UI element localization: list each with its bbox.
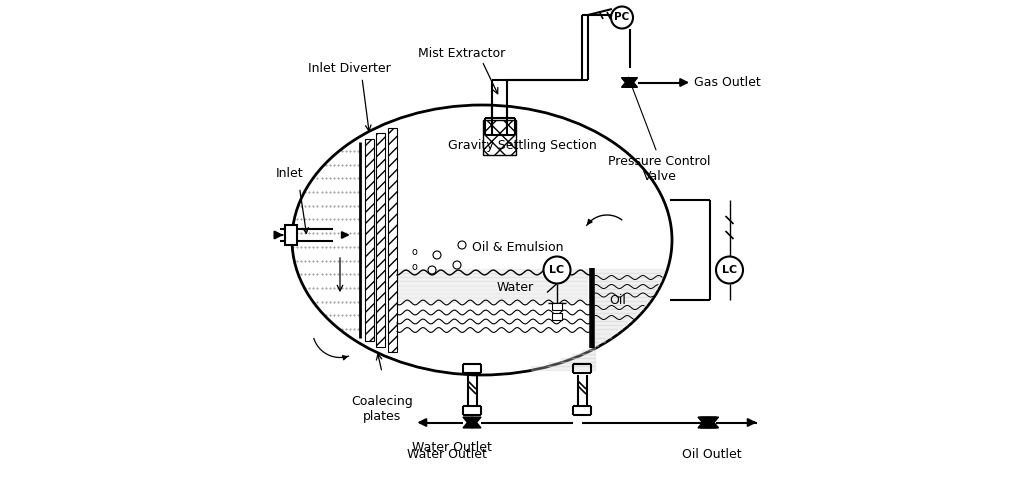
- Text: Oil & Emulsion: Oil & Emulsion: [472, 241, 563, 254]
- Text: LC: LC: [550, 265, 564, 275]
- Bar: [552, 313, 562, 320]
- Bar: [552, 303, 562, 310]
- Circle shape: [453, 261, 461, 269]
- Text: o: o: [412, 262, 418, 272]
- Bar: [285, 225, 297, 245]
- Text: Gas Outlet: Gas Outlet: [694, 76, 761, 89]
- Polygon shape: [463, 417, 481, 428]
- Circle shape: [458, 241, 466, 249]
- Text: Water Outlet: Water Outlet: [412, 441, 492, 454]
- Text: LC: LC: [722, 265, 737, 275]
- Bar: [387, 128, 396, 352]
- Text: Inlet Diverter: Inlet Diverter: [308, 62, 391, 75]
- Text: Mist Extractor: Mist Extractor: [419, 47, 506, 60]
- Polygon shape: [698, 417, 716, 428]
- Polygon shape: [698, 417, 716, 428]
- Text: Inlet: Inlet: [275, 167, 303, 180]
- Polygon shape: [700, 417, 719, 428]
- Bar: [483, 120, 516, 155]
- Text: Water Outlet: Water Outlet: [408, 448, 487, 460]
- Text: Oil Outlet: Oil Outlet: [682, 448, 741, 462]
- Text: Pressure Control
Valve: Pressure Control Valve: [608, 155, 711, 183]
- Circle shape: [611, 6, 633, 29]
- Circle shape: [716, 256, 743, 283]
- Bar: [376, 133, 385, 347]
- Bar: [365, 139, 374, 341]
- Polygon shape: [622, 78, 638, 88]
- Text: Coalecing
plates: Coalecing plates: [351, 395, 413, 423]
- Text: PC: PC: [614, 12, 630, 22]
- Polygon shape: [463, 417, 481, 428]
- Text: Gravity Settling Section: Gravity Settling Section: [447, 138, 596, 151]
- Circle shape: [428, 266, 436, 274]
- Polygon shape: [700, 417, 719, 428]
- Circle shape: [433, 251, 441, 259]
- Text: Water: Water: [497, 281, 535, 294]
- Polygon shape: [622, 78, 638, 88]
- Circle shape: [544, 256, 570, 283]
- Text: o: o: [412, 247, 418, 257]
- Ellipse shape: [292, 105, 672, 375]
- Text: Oil: Oil: [609, 294, 627, 306]
